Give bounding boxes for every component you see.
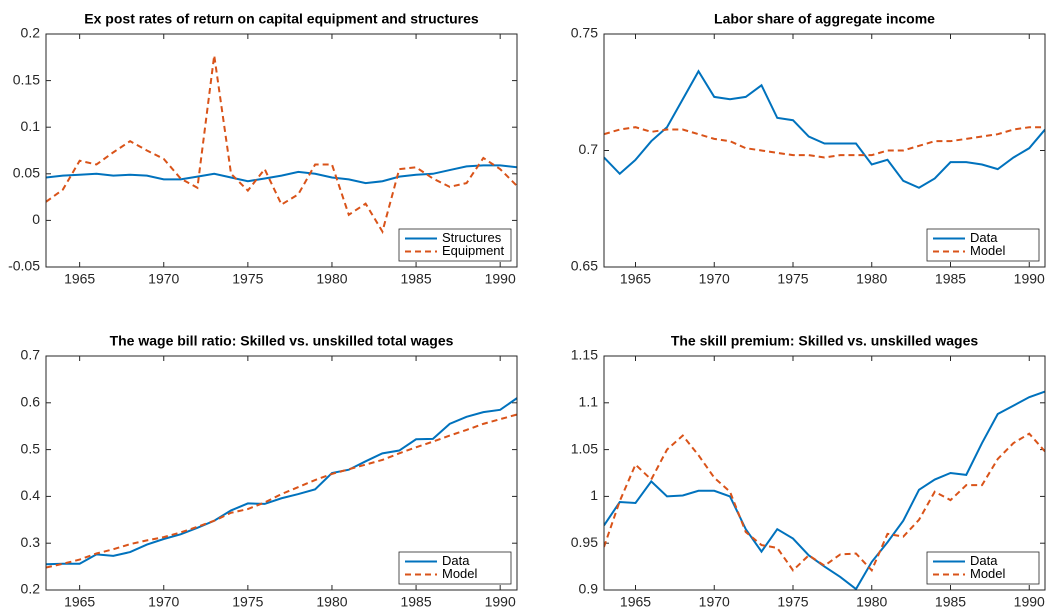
axes-box bbox=[45, 355, 518, 591]
series-line bbox=[604, 69, 1045, 189]
chart-title: Ex post rates of return on capital equip… bbox=[84, 11, 479, 27]
x-tick-label: 1985 bbox=[400, 271, 431, 287]
x-tick-label: 1980 bbox=[316, 594, 347, 610]
y-tick-label: 0.2 bbox=[21, 25, 41, 41]
x-tick-label: 1980 bbox=[316, 271, 347, 287]
y-tick-label: 0.65 bbox=[571, 258, 598, 274]
series-line bbox=[604, 126, 1045, 159]
x-tick-label: 1985 bbox=[935, 594, 966, 610]
y-tick-label: 0.75 bbox=[571, 25, 598, 41]
x-tick-label: 1965 bbox=[620, 271, 651, 287]
x-tick-label: 1970 bbox=[148, 594, 179, 610]
x-tick-label: 1990 bbox=[485, 271, 516, 287]
legend-box bbox=[926, 551, 1040, 585]
x-tick-label: 1990 bbox=[1014, 594, 1045, 610]
y-tick-label: 0.7 bbox=[579, 141, 599, 157]
legend-label: Data bbox=[442, 553, 470, 568]
subplot: Ex post rates of return on capital equip… bbox=[8, 11, 518, 287]
x-tick-label: 1975 bbox=[777, 594, 808, 610]
y-tick-label: 0.4 bbox=[21, 487, 41, 503]
plot-area bbox=[46, 34, 517, 267]
x-tick-label: 1990 bbox=[485, 594, 516, 610]
y-tick-label: 0.05 bbox=[13, 165, 40, 181]
plot-area bbox=[46, 356, 517, 590]
y-tick-label: 0.6 bbox=[21, 394, 41, 410]
plot-area bbox=[604, 356, 1045, 590]
y-tick-label: 0.2 bbox=[21, 581, 41, 597]
x-tick-label: 1975 bbox=[777, 271, 808, 287]
x-tick-label: 1985 bbox=[400, 594, 431, 610]
legend-label: Data bbox=[970, 553, 998, 568]
axes-box bbox=[45, 33, 518, 268]
y-tick-label: 0.15 bbox=[13, 71, 40, 87]
x-tick-label: 1975 bbox=[232, 271, 263, 287]
subplot: Labor share of aggregate income 0.65 0.7 0.… bbox=[571, 11, 1046, 287]
x-tick-label: 1970 bbox=[699, 594, 730, 610]
lines bbox=[46, 55, 517, 235]
series-line bbox=[46, 397, 517, 566]
legend-label: Model bbox=[442, 566, 478, 581]
legend-box bbox=[398, 228, 512, 262]
x-tick-label: 1970 bbox=[699, 271, 730, 287]
legend-box bbox=[926, 228, 1040, 262]
series-line bbox=[46, 55, 517, 235]
series-line bbox=[604, 390, 1045, 590]
axes-box bbox=[603, 33, 1046, 268]
axes-box bbox=[603, 355, 1046, 591]
chart-title: Labor share of aggregate income bbox=[714, 11, 935, 27]
series-line bbox=[46, 164, 517, 185]
y-tick-label: -0.05 bbox=[8, 258, 40, 274]
x-tick-label: 1985 bbox=[935, 271, 966, 287]
x-tick-label: 1980 bbox=[856, 594, 887, 610]
lines bbox=[46, 397, 517, 569]
legend-label: Data bbox=[970, 230, 998, 245]
x-tick-label: 1990 bbox=[1014, 271, 1045, 287]
legend-label: Model bbox=[970, 243, 1006, 258]
y-tick-label: 1.15 bbox=[571, 347, 598, 363]
subplot: The wage bill ratio: Skilled vs. unskill… bbox=[21, 333, 518, 610]
chart-title: The skill premium: Skilled vs. unskilled… bbox=[671, 333, 979, 349]
x-tick-label: 1965 bbox=[620, 594, 651, 610]
y-tick-label: 0.7 bbox=[21, 347, 41, 363]
y-tick-label: 1 bbox=[590, 487, 598, 503]
y-tick-label: 0.1 bbox=[21, 118, 41, 134]
chart-title: The wage bill ratio: Skilled vs. unskill… bbox=[110, 333, 454, 349]
y-tick-label: 1.1 bbox=[579, 394, 599, 410]
legend-box bbox=[398, 551, 512, 585]
plot-area bbox=[604, 34, 1045, 267]
legend-label: Model bbox=[970, 566, 1006, 581]
y-tick-label: 0.9 bbox=[579, 581, 599, 597]
y-tick-label: 0.3 bbox=[21, 534, 41, 550]
subplot: The skill premium: Skilled vs. unskilled… bbox=[571, 333, 1046, 610]
y-tick-label: 1.05 bbox=[571, 440, 598, 456]
legend-label: Equipment bbox=[442, 243, 505, 258]
x-tick-label: 1975 bbox=[232, 594, 263, 610]
lines bbox=[604, 390, 1045, 590]
x-tick-label: 1980 bbox=[856, 271, 887, 287]
lines bbox=[604, 69, 1045, 189]
y-tick-label: 0.5 bbox=[21, 440, 41, 456]
x-tick-label: 1970 bbox=[148, 271, 179, 287]
series-line bbox=[604, 432, 1045, 573]
x-tick-label: 1965 bbox=[64, 271, 95, 287]
y-tick-label: 0.95 bbox=[571, 534, 598, 550]
y-tick-label: 0 bbox=[32, 211, 40, 227]
x-tick-label: 1965 bbox=[64, 594, 95, 610]
series-line bbox=[46, 413, 517, 569]
legend-label: Structures bbox=[442, 230, 502, 245]
